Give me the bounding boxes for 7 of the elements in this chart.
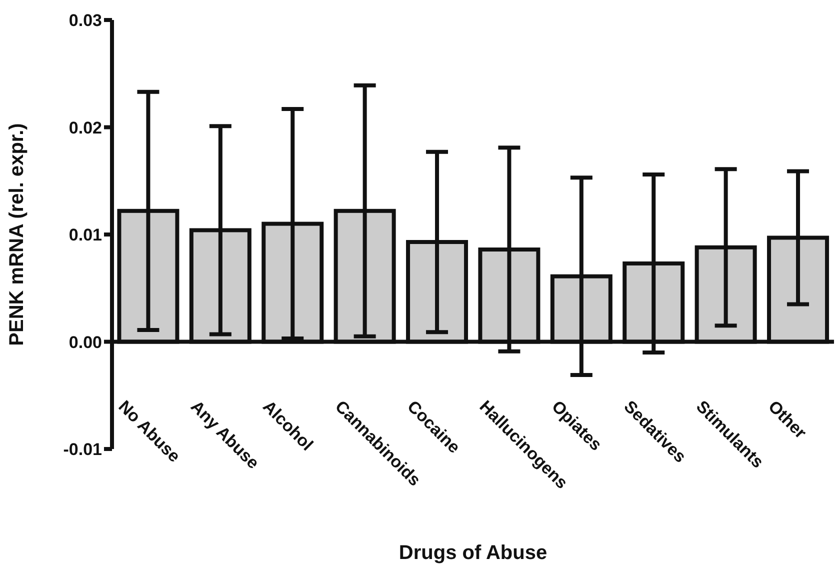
y-axis-title: PENK mRNA (rel. expr.) <box>6 123 28 346</box>
y-tick-label: 0.03 <box>68 11 102 30</box>
y-tick-label: -0.01 <box>63 440 102 460</box>
x-axis-title: Drugs of Abuse <box>398 542 548 564</box>
y-tick-label: 0.02 <box>68 118 102 138</box>
y-tick-label: 0.00 <box>68 332 102 352</box>
y-tick-label: 0.01 <box>68 226 102 245</box>
